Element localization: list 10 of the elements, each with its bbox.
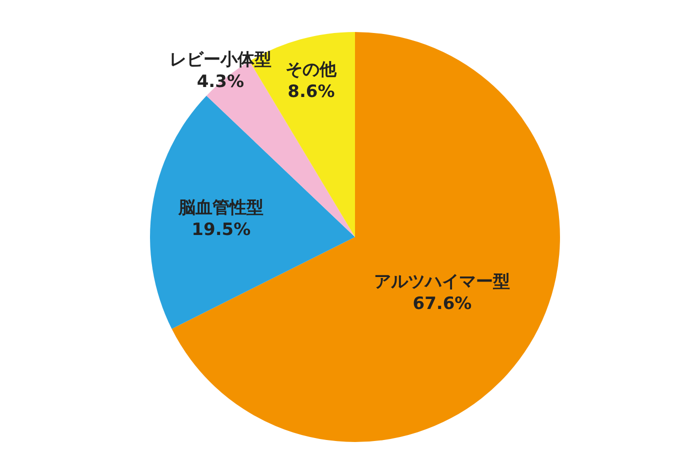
data-label: 67.6%	[412, 294, 472, 314]
pie-slice	[172, 32, 560, 442]
slice-label: その他	[286, 60, 338, 80]
data-label: 8.6%	[288, 82, 335, 102]
slice-label: レビー小体型	[169, 50, 272, 70]
data-label: 19.5%	[192, 220, 251, 240]
data-label: 4.3%	[196, 72, 244, 92]
slice-label: 脳血管性型	[178, 198, 264, 218]
slice-label: アルツハイマー型	[374, 272, 510, 292]
pie-slice	[150, 96, 355, 329]
